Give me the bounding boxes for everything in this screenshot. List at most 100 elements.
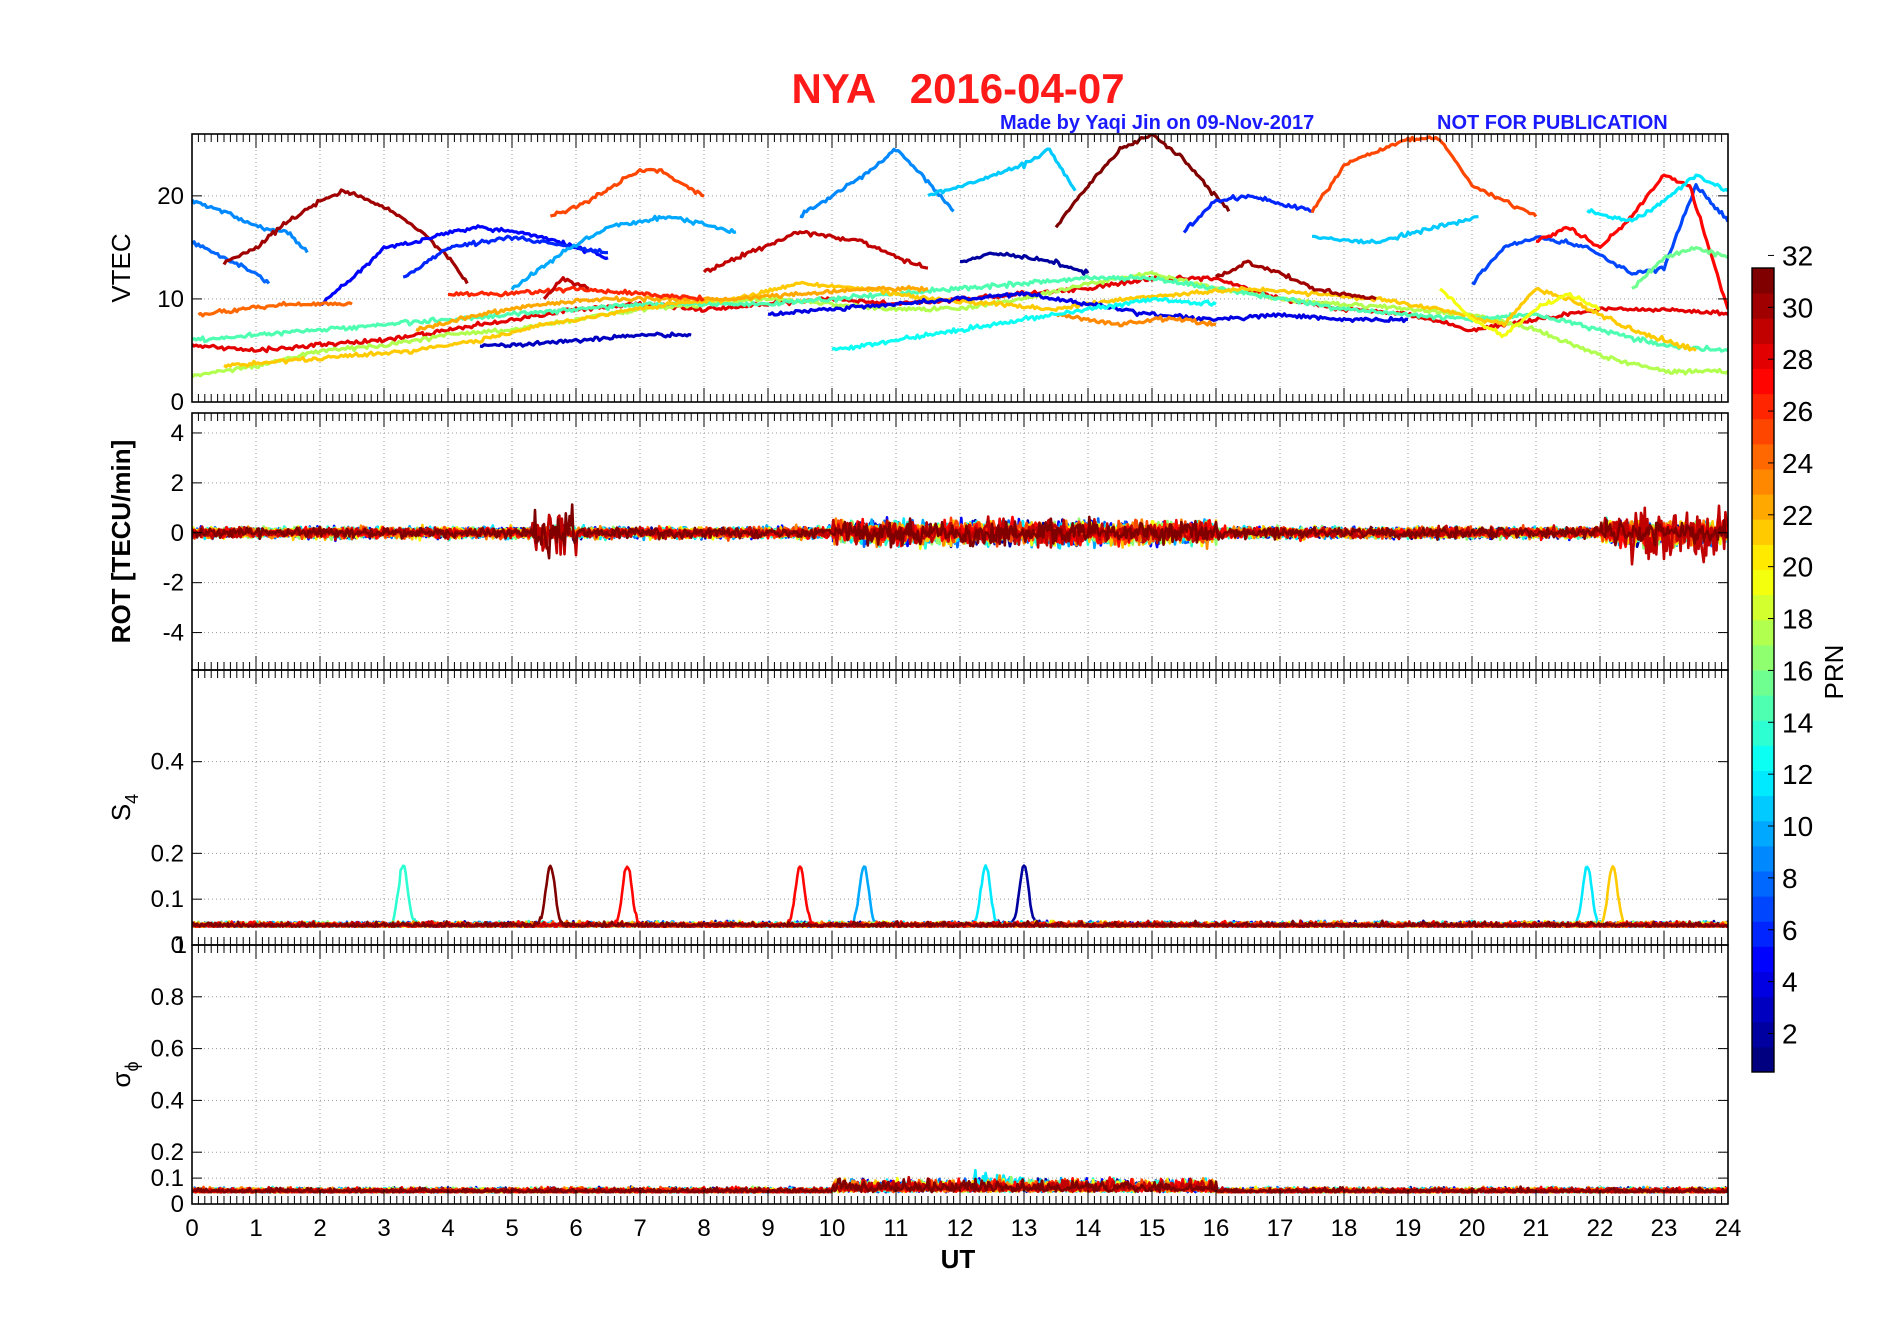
colorbar-swatch — [1752, 368, 1774, 395]
colorbar-swatch — [1752, 921, 1774, 947]
x-tick-label: 9 — [761, 1215, 774, 1242]
y-axis-label-sub: 4 — [122, 794, 142, 804]
x-tick-label: 8 — [697, 1215, 710, 1242]
y-axis-label: σϕ — [106, 1061, 142, 1087]
series-line-prn-22 — [192, 864, 1728, 929]
series-line-prn-32 — [192, 864, 1728, 929]
x-tick-label: 14 — [1075, 1215, 1102, 1242]
x-tick-label: 17 — [1267, 1215, 1294, 1242]
colorbar-tick-label: 6 — [1782, 915, 1798, 946]
colorbar-swatch — [1752, 494, 1774, 520]
colorbar-swatch — [1752, 443, 1774, 470]
colorbar-swatch — [1752, 343, 1774, 369]
colorbar-swatch — [1752, 946, 1774, 972]
y-tick-label: -2 — [163, 570, 184, 597]
y-axis-label: VTEC — [106, 233, 136, 302]
series-line-prn-28 — [192, 865, 1728, 929]
x-tick-label: 15 — [1139, 1215, 1166, 1242]
y-tick-label: 0 — [171, 389, 184, 416]
colorbar-swatch — [1752, 418, 1774, 445]
y-tick-label: 0.4 — [151, 749, 184, 776]
colorbar-swatch — [1752, 1046, 1774, 1073]
x-tick-label: 6 — [569, 1215, 582, 1242]
series-line-prn-32 — [192, 1177, 1728, 1194]
colorbar-swatch — [1752, 619, 1774, 646]
series-line-prn-20 — [1439, 287, 1601, 339]
series-line-prn-32 — [192, 503, 1728, 560]
y-tick-label: 0.6 — [151, 1036, 184, 1063]
series-line-prn-10 — [192, 865, 1728, 929]
x-tick-label: 18 — [1331, 1215, 1358, 1242]
x-tick-label: 2 — [313, 1215, 326, 1242]
x-tick-label: 12 — [947, 1215, 974, 1242]
credit-text: Made by Yaqi Jin on 09-Nov-2017 — [1000, 112, 1314, 134]
colorbar-tick-label: 30 — [1782, 292, 1813, 323]
colorbar-swatch — [1752, 971, 1774, 998]
y-tick-label: 4 — [171, 420, 184, 447]
series-line-prn-10 — [510, 214, 737, 291]
series-line-prn-26 — [549, 167, 705, 218]
colorbar-tick-label: 28 — [1782, 344, 1813, 375]
x-tick-label: 16 — [1203, 1215, 1230, 1242]
colorbar-tick-label: 12 — [1782, 759, 1813, 790]
x-tick-label: 5 — [505, 1215, 518, 1242]
x-tick-label: 3 — [377, 1215, 390, 1242]
y-tick-label: 0.8 — [151, 984, 184, 1011]
y-tick-label: 0.4 — [151, 1087, 184, 1114]
x-tick-label: 21 — [1523, 1215, 1550, 1242]
colorbar-swatch — [1752, 293, 1774, 319]
colorbar-swatch — [1752, 845, 1774, 872]
colorbar-swatch — [1752, 896, 1774, 922]
colorbar-swatch — [1752, 519, 1774, 545]
colorbar-swatch — [1752, 720, 1774, 746]
series-line-prn-11 — [1311, 214, 1479, 245]
colorbar-swatch — [1752, 670, 1774, 696]
series-line-prn-6 — [1182, 193, 1313, 234]
x-tick-label: 19 — [1395, 1215, 1422, 1242]
colorbar-swatch — [1752, 644, 1774, 671]
series-line-prn-22 — [223, 280, 1697, 369]
series-line-prn-11 — [927, 147, 1077, 198]
y-tick-label: 0.2 — [151, 1139, 184, 1166]
colorbar-tick-label: 10 — [1782, 811, 1813, 842]
colorbar-swatch — [1752, 1021, 1774, 1048]
series-line-prn-32 — [1054, 134, 1231, 229]
colorbar-tick-label: 16 — [1782, 655, 1813, 686]
y-axis-label: S4 — [106, 794, 142, 821]
colorbar-swatch — [1752, 268, 1774, 294]
colorbar-swatch — [1752, 393, 1774, 420]
colorbar-tick-label: 24 — [1782, 448, 1813, 479]
panel-rot: -4 -2 0 2 4 ROT [TECU/min] — [106, 412, 1729, 671]
series-group — [192, 134, 1728, 379]
series-group — [192, 864, 1728, 929]
x-tick-label: 0 — [185, 1215, 198, 1242]
y-tick-label: 10 — [157, 286, 184, 313]
series-line-prn-4 — [767, 291, 1409, 324]
colorbar-swatch — [1752, 544, 1774, 570]
colorbar-swatch — [1752, 820, 1774, 847]
x-axis-label: UT — [941, 1244, 976, 1274]
series-line-prn-30 — [542, 276, 590, 300]
colorbar-swatch — [1752, 871, 1774, 897]
series-line-prn-8 — [192, 240, 271, 285]
x-tick-label: 10 — [819, 1215, 846, 1242]
series-line-prn-16 — [1631, 246, 1728, 290]
colorbar-tick-label: 2 — [1782, 1019, 1798, 1050]
series-line-prn-9 — [192, 198, 309, 254]
x-tick-label: 1 — [249, 1215, 262, 1242]
series-line-prn-27 — [448, 285, 705, 302]
colorbar-tick-label: 22 — [1782, 500, 1813, 531]
panel-frame — [191, 669, 1729, 946]
x-tick-label: 20 — [1459, 1215, 1486, 1242]
colorbar-swatch — [1752, 469, 1774, 495]
series-group — [192, 503, 1728, 566]
chart-title: NYA 2016-04-07 — [791, 65, 1124, 112]
x-tick-label: 13 — [1011, 1215, 1038, 1242]
series-line-prn-2 — [959, 251, 1090, 276]
y-tick-label: -4 — [163, 620, 184, 647]
y-axis-label-sub: ϕ — [122, 1061, 142, 1071]
colorbar-swatch — [1752, 569, 1774, 596]
